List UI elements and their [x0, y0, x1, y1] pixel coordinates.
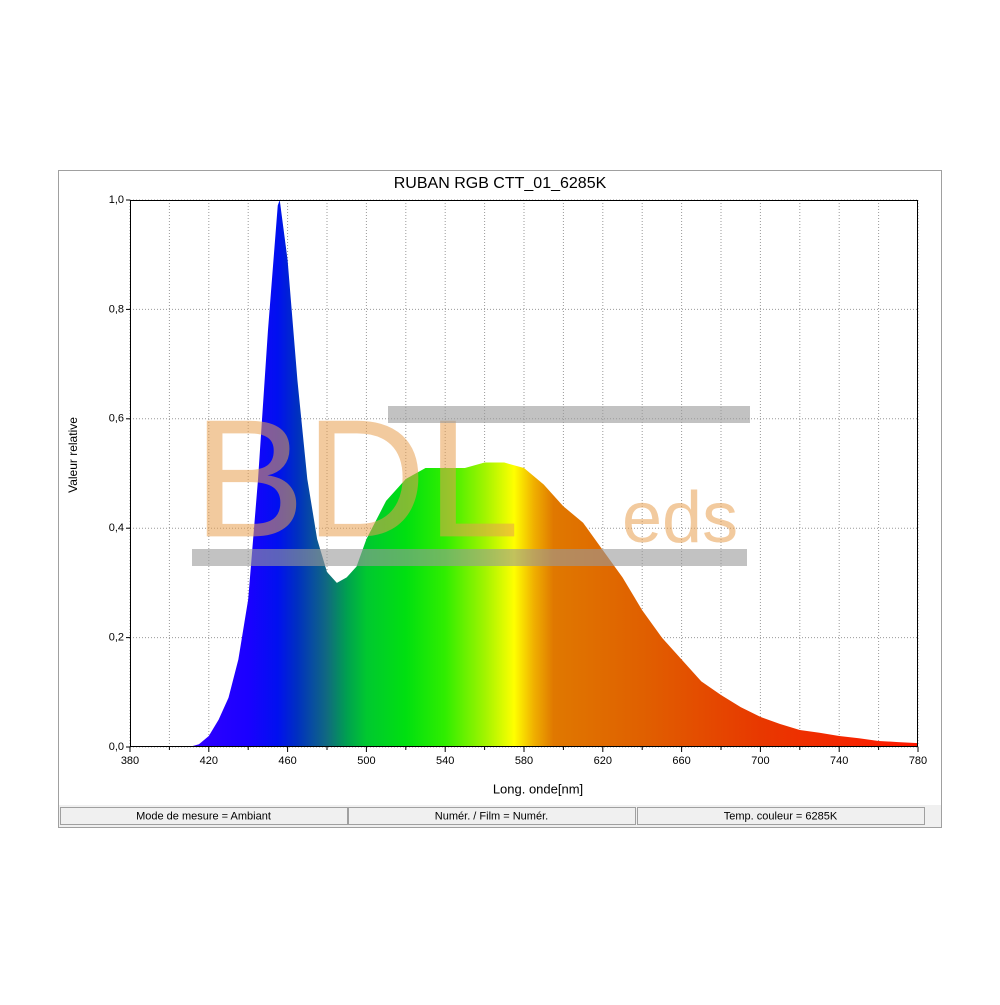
x-tick-label: 740	[830, 755, 848, 767]
x-tick-label: 620	[594, 755, 612, 767]
chart-title: RUBAN RGB CTT_01_6285K	[394, 175, 607, 192]
plot	[130, 200, 918, 747]
y-tick-label: 0,0	[109, 741, 124, 753]
status-cell	[637, 807, 925, 825]
status-text: Mode de mesure = Ambiant	[136, 810, 271, 822]
y-tick-label: 0,4	[109, 522, 124, 534]
x-tick-label: 660	[672, 755, 690, 767]
y-tick-label: 0,6	[109, 413, 124, 425]
y-tick-label: 1,0	[109, 194, 124, 206]
x-axis-label: Long. onde[nm]	[493, 781, 583, 796]
x-tick-label: 580	[515, 755, 533, 767]
y-tick-label: 0,8	[109, 303, 124, 315]
x-tick-label: 500	[357, 755, 375, 767]
status-text: Temp. couleur = 6285K	[724, 810, 838, 822]
x-tick-label: 700	[751, 755, 769, 767]
axes: 0,0 0,2 0,4 0,6 0,8 1,0 380 420 460 500 540 580 620 6…	[109, 194, 927, 767]
x-tick-label: 540	[436, 755, 454, 767]
x-tick-label: 420	[200, 755, 218, 767]
plot-border	[130, 200, 918, 747]
status-cell	[348, 807, 636, 825]
watermark-bar	[192, 549, 747, 566]
x-tick-label: 780	[909, 755, 927, 767]
y-tick-label: 0,2	[109, 632, 124, 644]
x-tick-label: 460	[278, 755, 296, 767]
status-text: Numér. / Film = Numér.	[435, 810, 548, 822]
watermark-suffix: eds	[622, 478, 738, 558]
spectrum-area	[130, 200, 918, 747]
status-cell	[60, 807, 348, 825]
x-tick-label: 380	[121, 755, 139, 767]
watermark-bar	[388, 406, 750, 423]
y-axis-label: Valeur relative	[66, 417, 80, 493]
